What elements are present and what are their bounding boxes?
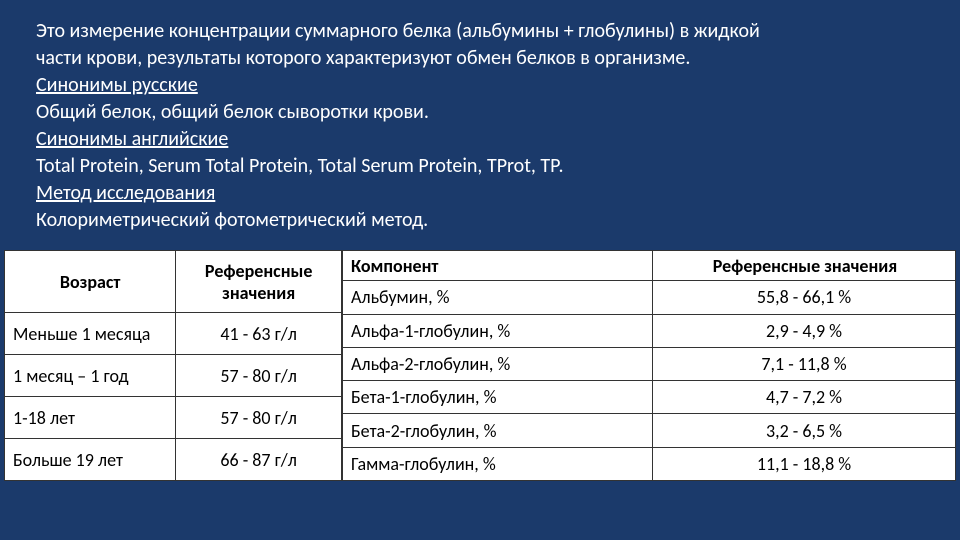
cell-age: 1 месяц – 1 год (5, 355, 176, 397)
en-syn-text: Total Protein, Serum Total Protein, Tota… (36, 153, 932, 180)
cell-comp: Бета-1-глобулин, % (343, 381, 653, 414)
table-row: Бета-2-глобулин, % 3,2 - 6,5 % (343, 414, 956, 447)
cell-ref: 55,8 - 66,1 % (653, 281, 956, 314)
cell-ref: 57 - 80 г/л (176, 355, 342, 397)
tables-container: Возраст Референсные значения Меньше 1 ме… (4, 250, 956, 481)
table-row: Альфа-2-глобулин, % 7,1 - 11,8 % (343, 347, 956, 380)
cell-ref: 57 - 80 г/л (176, 397, 342, 439)
table-row: 1-18 лет 57 - 80 г/л (5, 397, 342, 439)
intro-line2: части крови, результаты которого характе… (36, 45, 932, 72)
cell-ref: 66 - 87 г/л (176, 439, 342, 481)
cell-comp: Гамма-глобулин, % (343, 447, 653, 480)
cell-comp: Бета-2-глобулин, % (343, 414, 653, 447)
th-ref2: Референсные значения (653, 251, 956, 281)
cell-ref: 2,9 - 4,9 % (653, 314, 956, 347)
heading-ru-syn: Синонимы русские (36, 72, 932, 99)
th-age: Возраст (5, 251, 176, 313)
intro-line1: Это измерение концентрации суммарного бе… (36, 18, 932, 45)
cell-comp: Альфа-1-глобулин, % (343, 314, 653, 347)
intro-block: Это измерение концентрации суммарного бе… (0, 0, 960, 244)
cell-ref: 11,1 - 18,8 % (653, 447, 956, 480)
heading-en-syn: Синонимы английские (36, 126, 932, 153)
table-row: Гамма-глобулин, % 11,1 - 18,8 % (343, 447, 956, 480)
table-row: Больше 19 лет 66 - 87 г/л (5, 439, 342, 481)
table-row: Меньше 1 месяца 41 - 63 г/л (5, 313, 342, 355)
cell-ref: 3,2 - 6,5 % (653, 414, 956, 447)
table-row: Альбумин, % 55,8 - 66,1 % (343, 281, 956, 314)
component-ref-table: Компонент Референсные значения Альбумин,… (342, 250, 956, 481)
method-text: Колориметрический фотометрический метод. (36, 207, 932, 234)
age-ref-table: Возраст Референсные значения Меньше 1 ме… (4, 250, 342, 481)
cell-comp: Альбумин, % (343, 281, 653, 314)
th-component: Компонент (343, 251, 653, 281)
ru-syn-text: Общий белок, общий белок сыворотки крови… (36, 99, 932, 126)
cell-age: 1-18 лет (5, 397, 176, 439)
cell-ref: 4,7 - 7,2 % (653, 381, 956, 414)
cell-ref: 7,1 - 11,8 % (653, 347, 956, 380)
th-ref: Референсные значения (176, 251, 342, 313)
table-row: 1 месяц – 1 год 57 - 80 г/л (5, 355, 342, 397)
heading-method: Метод исследования (36, 180, 932, 207)
cell-ref: 41 - 63 г/л (176, 313, 342, 355)
table-row: Бета-1-глобулин, % 4,7 - 7,2 % (343, 381, 956, 414)
cell-comp: Альфа-2-глобулин, % (343, 347, 653, 380)
cell-age: Меньше 1 месяца (5, 313, 176, 355)
cell-age: Больше 19 лет (5, 439, 176, 481)
table-row: Альфа-1-глобулин, % 2,9 - 4,9 % (343, 314, 956, 347)
